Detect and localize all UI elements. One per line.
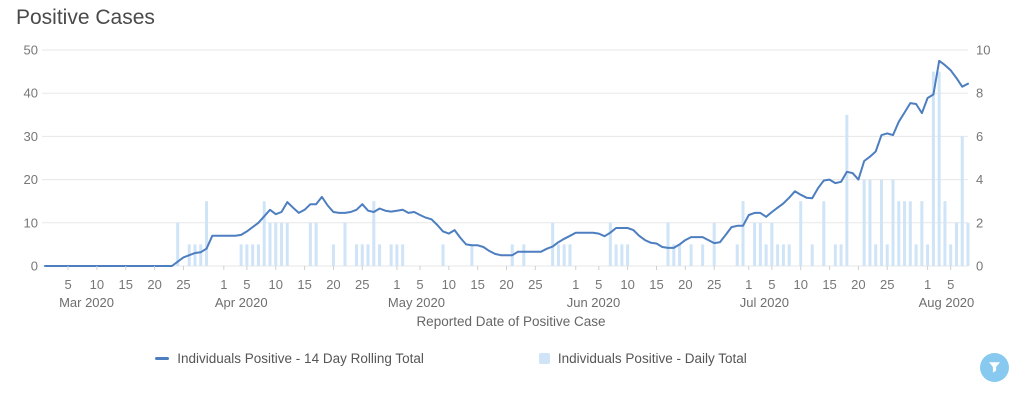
svg-text:1: 1: [220, 277, 227, 292]
svg-text:15: 15: [297, 277, 311, 292]
svg-text:4: 4: [976, 172, 983, 187]
svg-text:10: 10: [269, 277, 283, 292]
svg-text:20: 20: [678, 277, 692, 292]
svg-text:Apr 2020: Apr 2020: [215, 295, 268, 310]
svg-text:Aug 2020: Aug 2020: [919, 295, 975, 310]
legend-label-rolling-total: Individuals Positive - 14 Day Rolling To…: [177, 351, 424, 366]
svg-text:20: 20: [147, 277, 161, 292]
svg-text:40: 40: [24, 86, 38, 101]
svg-text:20: 20: [851, 277, 865, 292]
svg-text:20: 20: [326, 277, 340, 292]
legend-item-daily-total[interactable]: Individuals Positive - Daily Total: [538, 351, 747, 366]
svg-text:25: 25: [355, 277, 369, 292]
svg-text:5: 5: [64, 277, 71, 292]
svg-text:Mar 2020: Mar 2020: [59, 295, 114, 310]
svg-text:25: 25: [528, 277, 542, 292]
x-axis-title: Reported Date of Positive Case: [416, 314, 606, 329]
funnel-icon: [989, 362, 1000, 373]
svg-text:5: 5: [768, 277, 775, 292]
svg-text:15: 15: [470, 277, 484, 292]
svg-text:10: 10: [976, 43, 990, 58]
line-marker-icon: [155, 357, 170, 360]
svg-text:0: 0: [31, 259, 38, 274]
svg-text:50: 50: [24, 43, 38, 58]
chart-legend: Individuals Positive - 14 Day Rolling To…: [0, 351, 1022, 366]
svg-text:20: 20: [499, 277, 513, 292]
filter-button[interactable]: [980, 353, 1009, 382]
svg-text:5: 5: [243, 277, 250, 292]
svg-text:1: 1: [924, 277, 931, 292]
svg-text:25: 25: [880, 277, 894, 292]
svg-text:8: 8: [976, 86, 983, 101]
svg-text:1: 1: [745, 277, 752, 292]
legend-label-daily-total: Individuals Positive - Daily Total: [557, 351, 747, 366]
svg-text:Jul 2020: Jul 2020: [740, 295, 789, 310]
svg-text:5: 5: [416, 277, 423, 292]
svg-text:10: 10: [442, 277, 456, 292]
svg-text:6: 6: [976, 129, 983, 144]
svg-text:25: 25: [176, 277, 190, 292]
legend-item-rolling-total[interactable]: Individuals Positive - 14 Day Rolling To…: [155, 351, 424, 366]
svg-text:15: 15: [649, 277, 663, 292]
svg-text:10: 10: [620, 277, 634, 292]
svg-text:10: 10: [90, 277, 104, 292]
svg-text:10: 10: [793, 277, 807, 292]
svg-text:May 2020: May 2020: [388, 295, 445, 310]
chart-title: Positive Cases: [16, 6, 155, 29]
svg-text:0: 0: [976, 259, 983, 274]
svg-text:15: 15: [119, 277, 133, 292]
svg-text:30: 30: [24, 129, 38, 144]
svg-text:5: 5: [595, 277, 602, 292]
svg-text:1: 1: [572, 277, 579, 292]
svg-text:Jun 2020: Jun 2020: [567, 295, 621, 310]
svg-text:1: 1: [393, 277, 400, 292]
svg-text:2: 2: [976, 215, 983, 230]
svg-text:15: 15: [822, 277, 836, 292]
svg-text:5: 5: [947, 277, 954, 292]
svg-text:10: 10: [24, 215, 38, 230]
svg-text:20: 20: [24, 172, 38, 187]
svg-text:25: 25: [707, 277, 721, 292]
bar-swatch-icon: [538, 353, 550, 364]
